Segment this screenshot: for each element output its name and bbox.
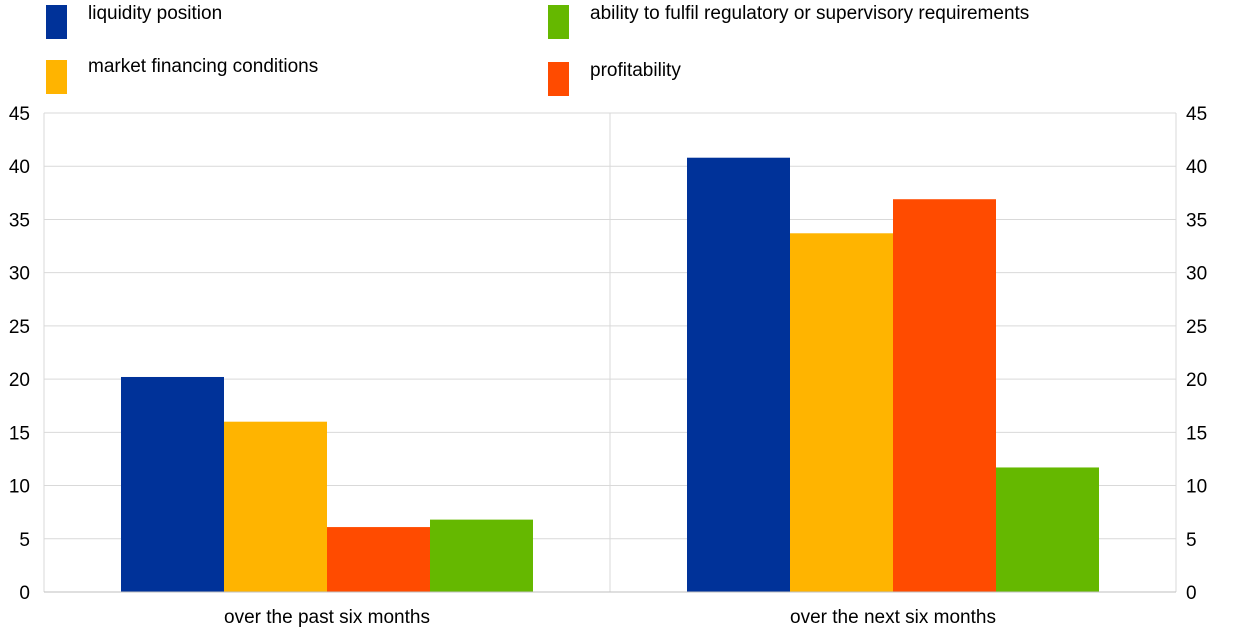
y-tick-label-left: 25 — [9, 317, 30, 338]
x-axis-labels: over the past six months over the next si… — [224, 607, 996, 628]
legend-label-liquidity-position: liquidity position — [88, 3, 223, 24]
bar — [121, 376, 224, 592]
legend-swatch-market-financing-conditions — [46, 60, 67, 94]
y-tick-label-right: 30 — [1186, 264, 1207, 285]
legend-swatch-regulatory-requirements — [548, 5, 569, 39]
legend-label-regulatory-requirements: ability to fulfil regulatory or supervis… — [590, 3, 1030, 24]
bar — [687, 157, 790, 592]
x-category-label: over the past six months — [224, 607, 430, 628]
y-tick-label-left: 0 — [19, 583, 30, 604]
bar — [996, 467, 1099, 592]
y-tick-label-right: 20 — [1186, 370, 1207, 391]
axes — [43, 113, 1177, 593]
y-tick-label-right: 35 — [1186, 210, 1207, 231]
y-tick-label-left: 10 — [9, 477, 30, 498]
y-tick-label-right: 45 — [1186, 104, 1207, 125]
legend-label-market-financing-conditions: market financing conditions — [88, 56, 319, 77]
y-tick-label-left: 20 — [9, 370, 30, 391]
y-tick-label-right: 25 — [1186, 317, 1207, 338]
bar — [327, 527, 430, 592]
y-tick-label-left: 40 — [9, 157, 30, 178]
legend-label-profitability: profitability — [590, 60, 681, 81]
y-tick-label-left: 15 — [9, 423, 30, 444]
bar — [893, 199, 996, 592]
y-axis-left-labels: 0 5 10 15 20 25 30 35 40 45 — [9, 104, 30, 604]
y-tick-label-left: 5 — [19, 530, 30, 551]
y-tick-label-right: 40 — [1186, 157, 1207, 178]
legend-swatch-profitability — [548, 62, 569, 96]
y-tick-label-right: 0 — [1186, 583, 1197, 604]
bar — [790, 233, 893, 592]
bars — [121, 157, 1099, 592]
x-category-label: over the next six months — [790, 607, 996, 628]
bar — [224, 421, 327, 592]
y-tick-label-right: 15 — [1186, 423, 1207, 444]
y-tick-label-left: 30 — [9, 264, 30, 285]
y-axis-right-labels: 0 5 10 15 20 25 30 35 40 45 — [1186, 104, 1207, 604]
y-tick-label-right: 10 — [1186, 477, 1207, 498]
y-tick-label-right: 5 — [1186, 530, 1197, 551]
legend-swatch-liquidity-position — [46, 5, 67, 39]
y-tick-label-left: 35 — [9, 210, 30, 231]
bar — [430, 519, 533, 592]
y-tick-label-left: 45 — [9, 104, 30, 125]
